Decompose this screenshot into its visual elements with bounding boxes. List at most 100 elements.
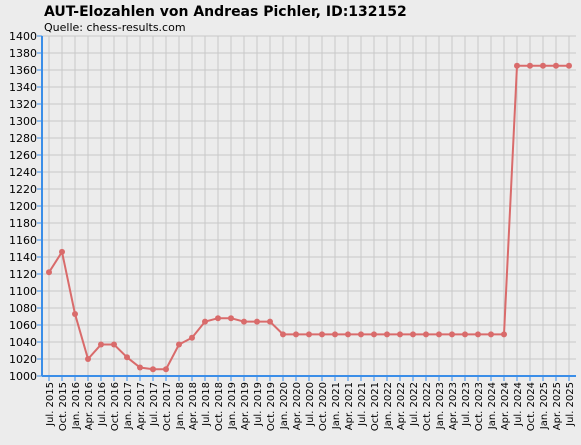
point	[241, 318, 247, 325]
point	[59, 248, 65, 255]
y-tick-label: 1220	[9, 183, 37, 196]
x-tick-label: Jul. 2015	[45, 382, 56, 427]
point	[124, 354, 130, 361]
point	[319, 331, 325, 338]
point	[280, 331, 286, 338]
x-tick-label: Apr. 2023	[448, 382, 459, 430]
point	[254, 318, 260, 325]
point	[540, 62, 546, 69]
point	[332, 331, 338, 338]
point	[384, 331, 390, 338]
y-tick-label: 1300	[9, 115, 37, 128]
point	[358, 331, 364, 338]
x-tick-label: Jul. 2023	[461, 382, 472, 427]
y-tick-label: 1180	[9, 217, 37, 230]
x-tick-label: Jan. 2020	[279, 382, 290, 430]
point	[72, 310, 78, 317]
point	[293, 331, 299, 338]
point	[228, 315, 234, 322]
x-tick-label: Jan. 2018	[175, 382, 186, 430]
x-tick-label: Oct. 2018	[214, 382, 225, 431]
y-tick-label: 1120	[9, 268, 37, 281]
point	[371, 331, 377, 338]
y-tick-label: 1260	[9, 149, 37, 162]
x-tick-label: Apr. 2019	[240, 382, 251, 430]
x-tick-label: Oct. 2015	[58, 382, 69, 431]
y-tick-label: 1360	[9, 64, 37, 77]
x-tick-label: Oct. 2019	[266, 382, 277, 431]
x-tick-label: Oct. 2022	[422, 382, 433, 431]
x-tick-label: Jul. 2018	[201, 382, 212, 427]
y-tick-label: 1240	[9, 166, 37, 179]
x-tick-label: Oct. 2017	[162, 382, 173, 431]
point	[436, 331, 442, 338]
point	[514, 62, 520, 69]
point	[85, 356, 91, 362]
point	[553, 62, 559, 69]
y-tick-label: 1000	[9, 370, 37, 383]
y-tick-label: 1100	[9, 285, 37, 298]
x-tick-label: Jan. 2021	[331, 382, 342, 430]
x-tick-label: Jan. 2025	[539, 382, 550, 430]
y-tick-label: 1080	[9, 302, 37, 315]
point	[501, 331, 507, 338]
x-tick-label: Oct. 2024	[526, 382, 537, 431]
point	[449, 331, 455, 338]
y-tick-label: 1400	[9, 30, 37, 43]
point	[98, 341, 104, 348]
x-tick-label: Jan. 2022	[383, 382, 394, 430]
x-tick-label: Apr. 2018	[188, 382, 199, 430]
point	[163, 366, 169, 373]
x-tick-label: Jan. 2024	[487, 382, 498, 430]
point	[111, 341, 117, 348]
x-tick-label: Oct. 2016	[110, 382, 121, 431]
x-tick-label: Jul. 2021	[357, 382, 368, 427]
y-tick-label: 1380	[9, 47, 37, 60]
y-tick-label: 1340	[9, 81, 37, 94]
y-tick-label: 1060	[9, 319, 37, 332]
point	[397, 331, 403, 338]
x-tick-label: Jul. 2024	[513, 382, 524, 427]
y-tick-label: 1320	[9, 98, 37, 111]
x-tick-label: Apr. 2021	[344, 382, 355, 430]
x-tick-label: Jul. 2016	[97, 382, 108, 427]
point	[202, 318, 208, 325]
x-tick-label: Apr. 2020	[292, 382, 303, 430]
y-tick-label: 1280	[9, 132, 37, 145]
x-tick-label: Jul. 2017	[149, 382, 160, 427]
y-tick-label: 1140	[9, 251, 37, 264]
x-tick-label: Jul. 2020	[305, 382, 316, 427]
point	[215, 315, 221, 322]
x-tick-label: Oct. 2023	[474, 382, 485, 431]
x-tick-label: Oct. 2020	[318, 382, 329, 431]
point	[527, 62, 533, 69]
x-tick-label: Apr. 2022	[396, 382, 407, 430]
x-tick-label: Apr. 2016	[84, 382, 95, 430]
point	[410, 331, 416, 338]
x-tick-label: Jan. 2023	[435, 382, 446, 430]
point	[475, 331, 481, 338]
point	[46, 269, 52, 276]
x-tick-label: Jan. 2016	[71, 382, 82, 430]
point	[345, 331, 351, 338]
x-tick-label: Jan. 2019	[227, 382, 238, 430]
x-tick-label: Jan. 2017	[123, 382, 134, 430]
point	[423, 331, 429, 338]
y-tick-label: 1020	[9, 353, 37, 366]
x-tick-label: Apr. 2024	[500, 382, 511, 430]
point	[462, 331, 468, 338]
chart-subtitle: Quelle: chess-results.com	[44, 21, 186, 34]
x-tick-label: Apr. 2017	[136, 382, 147, 430]
point	[176, 341, 182, 348]
x-tick-label: Jul. 2025	[565, 382, 576, 427]
x-tick-label: Apr. 2025	[552, 382, 563, 430]
point	[566, 62, 572, 69]
point	[267, 318, 273, 325]
x-tick-label: Jul. 2022	[409, 382, 420, 427]
point	[306, 331, 312, 338]
y-tick-label: 1200	[9, 200, 37, 213]
point	[137, 364, 143, 371]
x-tick-label: Jul. 2019	[253, 382, 264, 427]
